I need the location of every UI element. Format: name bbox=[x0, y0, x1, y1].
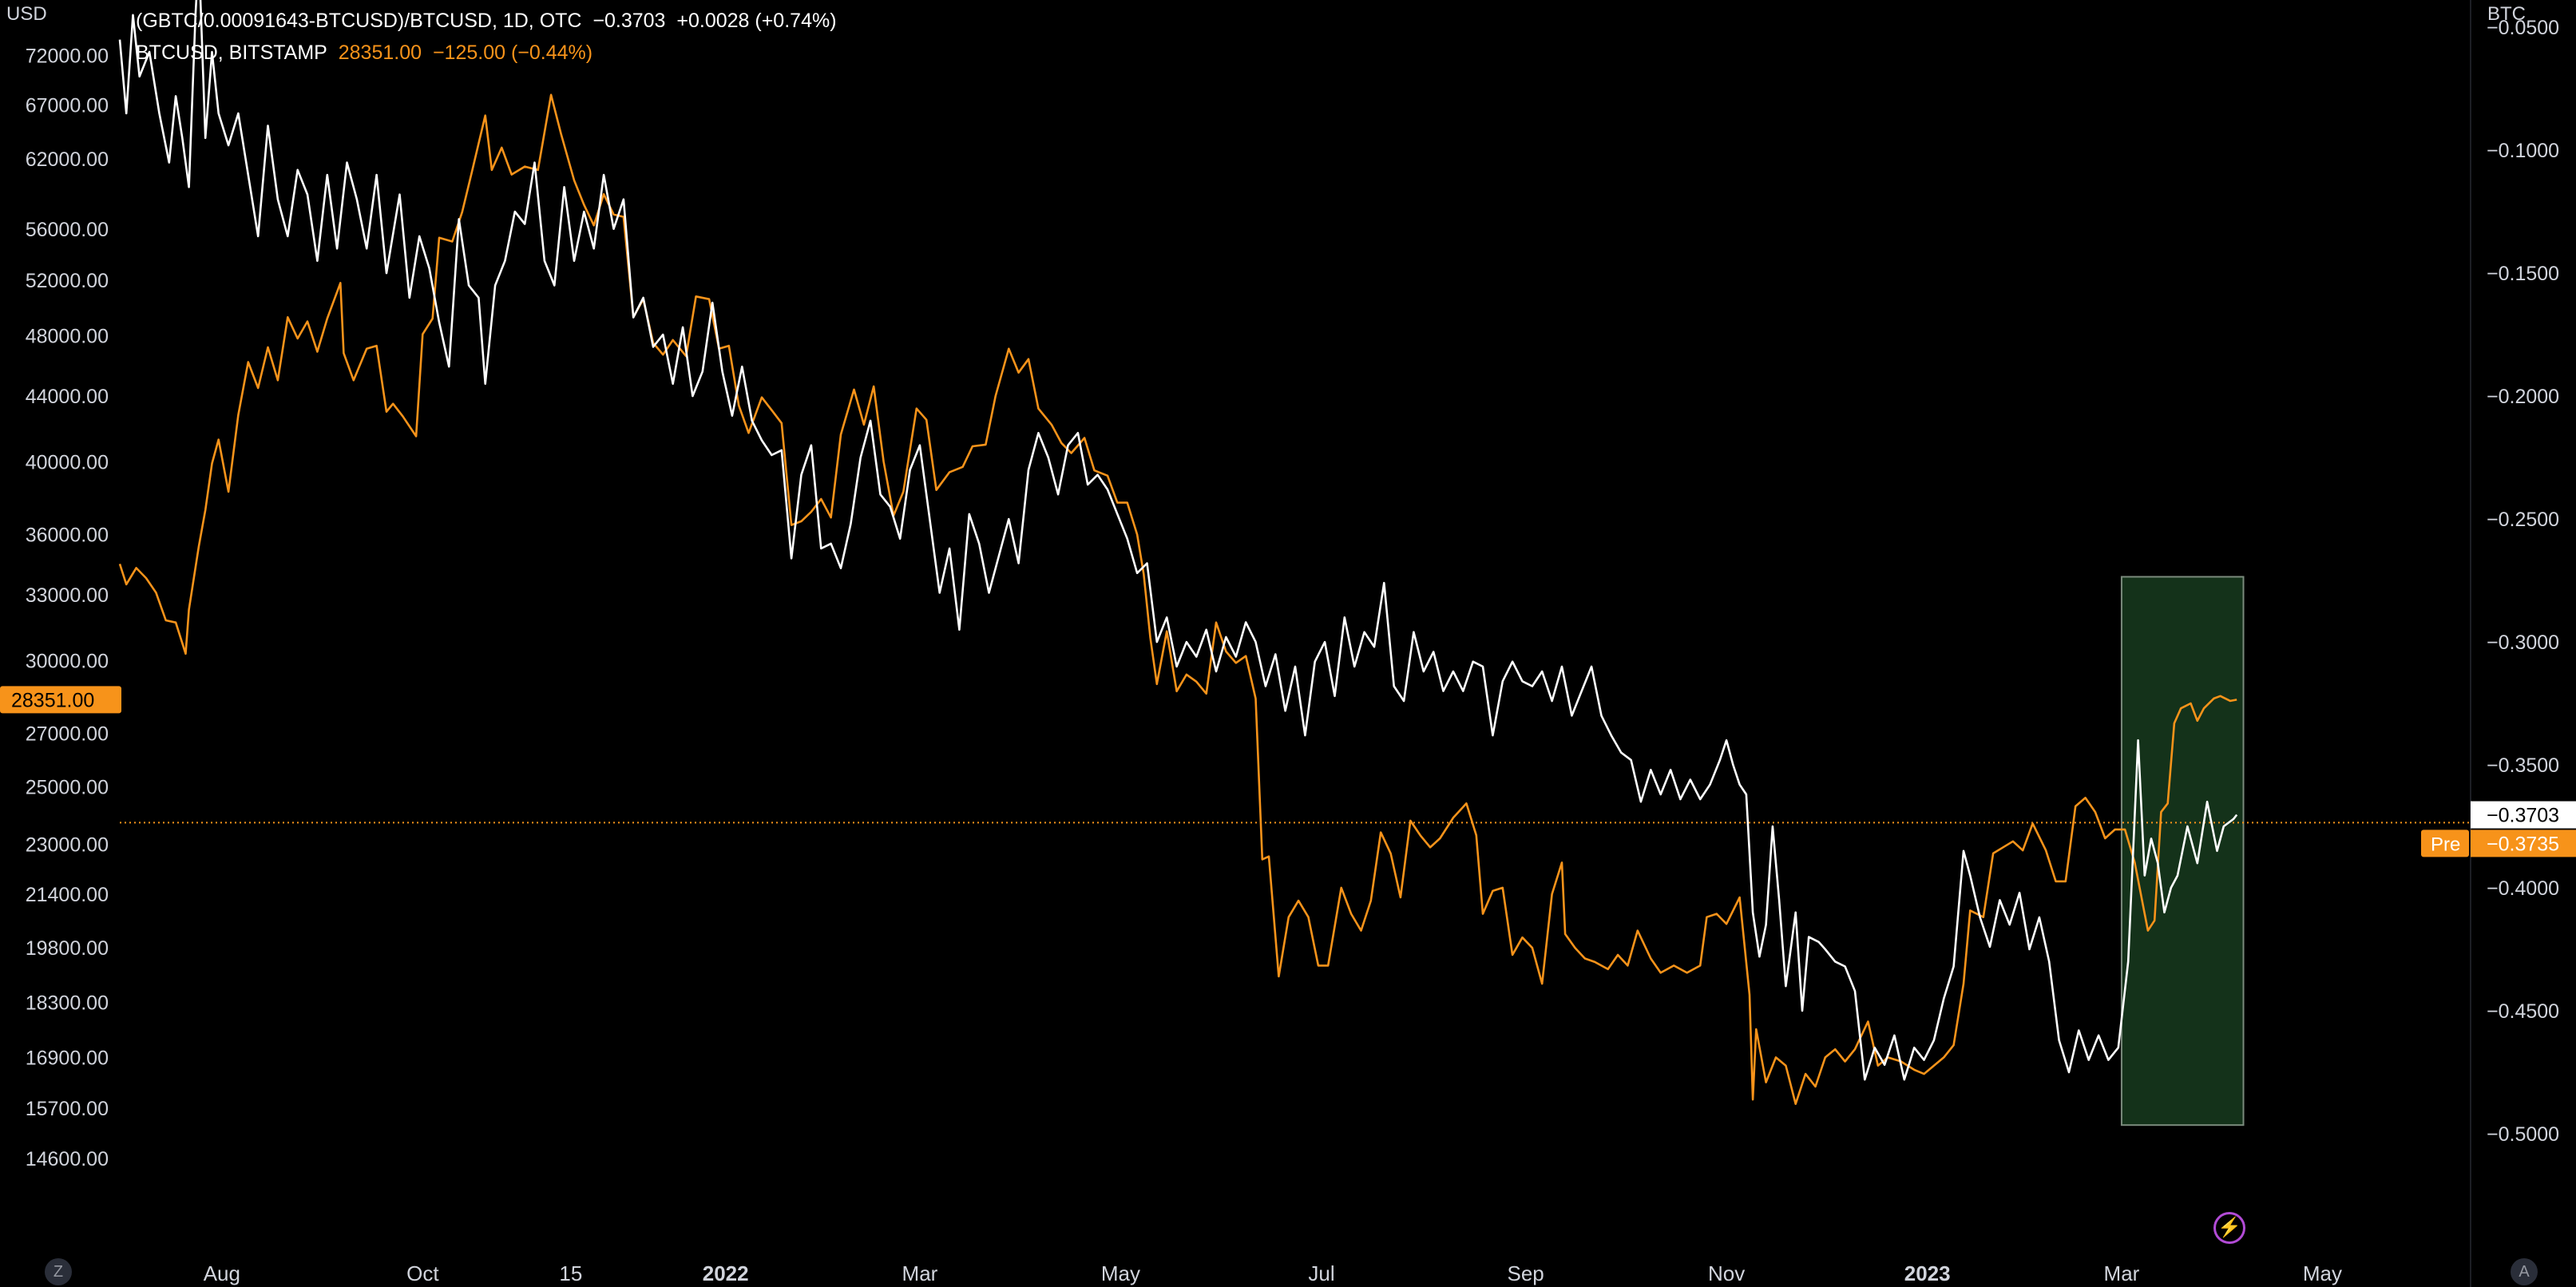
left-axis-tick-label: 27000.00 bbox=[26, 723, 109, 746]
x-axis-tick-label: Nov bbox=[1708, 1261, 1745, 1285]
left-axis-tick-label: 14600.00 bbox=[26, 1148, 109, 1170]
right-axis-tick-label: −0.0500 bbox=[2487, 17, 2559, 39]
left-axis-tick-label: 62000.00 bbox=[26, 148, 109, 171]
left-axis-tick-label: 23000.00 bbox=[26, 834, 109, 857]
left-current-price-label: 28351.00 bbox=[11, 689, 94, 711]
x-axis-tick-label: May bbox=[1101, 1261, 1140, 1285]
right-axis-tick-label: −0.4500 bbox=[2487, 1000, 2559, 1023]
right-axis-tick-label: −0.5000 bbox=[2487, 1123, 2559, 1146]
right-axis-tick-label: −0.2000 bbox=[2487, 386, 2559, 408]
pre-market-value-box bbox=[2471, 830, 2576, 857]
right-axis-tick-label: −0.3000 bbox=[2487, 632, 2559, 654]
right-axis-tick-label: −0.3500 bbox=[2487, 754, 2559, 777]
left-axis-tick-label: 33000.00 bbox=[26, 584, 109, 607]
right-axis-tick-label: −0.1000 bbox=[2487, 140, 2559, 162]
x-axis-tick-label: Mar bbox=[2104, 1261, 2140, 1285]
legend-ratio-value: −0.3703 bbox=[592, 10, 666, 32]
right-axis-tick-label: −0.4000 bbox=[2487, 877, 2559, 900]
left-axis-tick-label: 16900.00 bbox=[26, 1047, 109, 1069]
left-axis-tick-label: 72000.00 bbox=[26, 45, 109, 67]
left-axis-unit: USD bbox=[6, 3, 47, 25]
legend-btc-change: −125.00 (−0.44%) bbox=[432, 42, 593, 64]
left-axis-tick-label: 15700.00 bbox=[26, 1098, 109, 1120]
left-axis-tick-label: 19800.00 bbox=[26, 937, 109, 960]
btcusd-series-line[interactable] bbox=[118, 93, 2237, 1105]
x-axis-tick-label: Mar bbox=[902, 1261, 938, 1285]
right-axis-tick-label: −0.1500 bbox=[2487, 263, 2559, 285]
left-axis-tick-label: 44000.00 bbox=[26, 386, 109, 408]
lightning-icon[interactable]: ⚡ bbox=[2213, 1212, 2245, 1244]
left-axis-tick-label: 21400.00 bbox=[26, 884, 109, 906]
left-axis-tick-label: 40000.00 bbox=[26, 451, 109, 473]
left-axis-tick-label: 30000.00 bbox=[26, 650, 109, 672]
legend-btc-value: 28351.00 bbox=[338, 42, 422, 64]
chart-legend: (GBTC/0.00091643-BTCUSD)/BTCUSD, 1D, OTC… bbox=[136, 5, 837, 69]
left-axis-tick-label: 25000.00 bbox=[26, 776, 109, 798]
x-axis-tick-label: May bbox=[2303, 1261, 2342, 1285]
pre-market-tag: Pre bbox=[2431, 834, 2460, 855]
legend-btc-name[interactable]: BTCUSD, BITSTAMP bbox=[136, 42, 327, 64]
left-axis-tick-label: 52000.00 bbox=[26, 270, 109, 292]
legend-ratio-change: +0.0028 (+0.74%) bbox=[676, 10, 837, 32]
x-axis-tick-label: 2022 bbox=[703, 1261, 749, 1285]
auto-scale-button[interactable]: A bbox=[2511, 1258, 2538, 1285]
right-current-value-label: −0.3703 bbox=[2487, 805, 2559, 827]
left-axis-tick-label: 67000.00 bbox=[26, 95, 109, 117]
x-axis-tick-label: Oct bbox=[406, 1261, 439, 1285]
legend-ratio-name[interactable]: (GBTC/0.00091643-BTCUSD)/BTCUSD, 1D, OTC bbox=[136, 10, 582, 32]
x-axis-tick-label: 2023 bbox=[1904, 1261, 1951, 1285]
x-axis-tick-label: 15 bbox=[559, 1261, 582, 1285]
left-current-price-box bbox=[0, 686, 121, 714]
right-axis-tick-label: −0.2500 bbox=[2487, 509, 2559, 531]
left-axis-tick-label: 56000.00 bbox=[26, 219, 109, 241]
pre-market-tag-box bbox=[2421, 830, 2469, 857]
left-axis-tick-label: 36000.00 bbox=[26, 525, 109, 547]
x-axis-tick-label: Aug bbox=[204, 1261, 240, 1285]
gbtc-discount-series-line[interactable] bbox=[118, 0, 2238, 1081]
timezone-button[interactable]: Z bbox=[45, 1258, 72, 1285]
x-axis-tick-label: Jul bbox=[1308, 1261, 1334, 1285]
left-axis-tick-label: 18300.00 bbox=[26, 992, 109, 1014]
pre-market-value-label: −0.3735 bbox=[2487, 833, 2559, 855]
right-axis-unit: BTC bbox=[2487, 3, 2526, 25]
x-axis-tick-label: Sep bbox=[1507, 1261, 1544, 1285]
left-axis-tick-label: 48000.00 bbox=[26, 325, 109, 347]
right-current-value-box bbox=[2471, 801, 2576, 829]
